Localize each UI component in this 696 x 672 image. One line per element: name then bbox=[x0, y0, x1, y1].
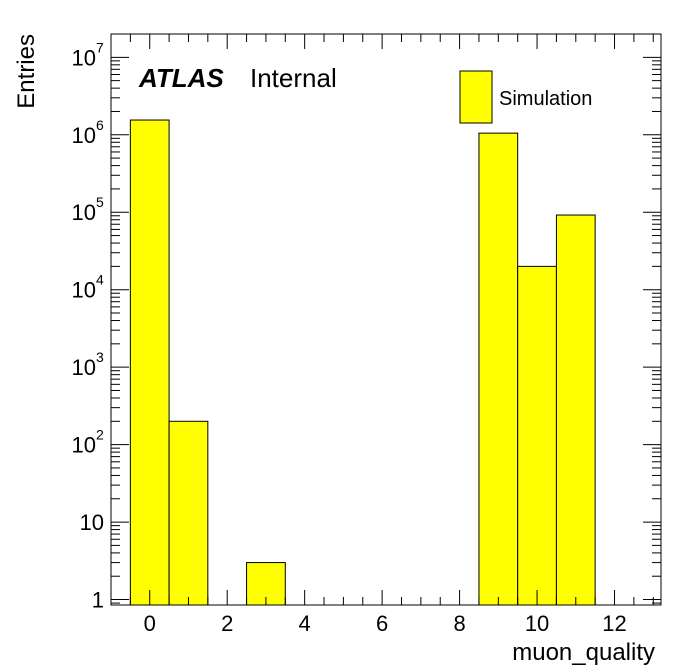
y-axis-title: Entries bbox=[13, 34, 40, 109]
x-tick-label: 0 bbox=[144, 611, 156, 636]
histogram-bar-10 bbox=[517, 265, 557, 606]
x-tick-label: 10 bbox=[525, 611, 549, 636]
y-tick-label: 10 bbox=[72, 433, 96, 458]
histogram-bar-1 bbox=[168, 420, 209, 606]
x-tick-label: 4 bbox=[299, 611, 311, 636]
plot-frame bbox=[110, 33, 662, 606]
histogram-bar-11 bbox=[555, 214, 596, 606]
x-tick-label: 12 bbox=[602, 611, 626, 636]
legend-swatch bbox=[459, 70, 493, 124]
histogram-bar-0 bbox=[129, 119, 170, 606]
y-tick-label-exponent: 6 bbox=[96, 117, 104, 133]
y-tick-label-exponent: 5 bbox=[96, 194, 104, 210]
y-tick-label: 10 bbox=[72, 123, 96, 148]
x-tick-label: 8 bbox=[453, 611, 465, 636]
axis-ticks bbox=[110, 33, 661, 605]
y-tick-label-exponent: 7 bbox=[96, 39, 104, 55]
atlas-label: ATLAS bbox=[138, 63, 224, 93]
y-tick-label: 10 bbox=[72, 355, 96, 380]
x-tick-label: 6 bbox=[376, 611, 388, 636]
y-tick-label: 10 bbox=[72, 200, 96, 225]
x-axis-title: muon_quality bbox=[512, 639, 655, 666]
y-tick-label: 10 bbox=[80, 510, 104, 535]
legend-label: Simulation bbox=[499, 88, 592, 110]
y-tick-label: 1 bbox=[92, 588, 104, 613]
y-tick-label: 10 bbox=[72, 278, 96, 303]
x-tick-labels: 0 2 4 6 8 10 12 bbox=[144, 611, 627, 636]
y-tick-label: 10 bbox=[72, 45, 96, 70]
histogram-bars bbox=[129, 119, 596, 606]
y-tick-label-exponent: 2 bbox=[96, 427, 104, 443]
x-tick-label: 2 bbox=[221, 611, 233, 636]
y-tick-label-exponent: 3 bbox=[96, 349, 104, 365]
y-tick-label-exponent: 4 bbox=[96, 272, 104, 288]
histogram-bar-9 bbox=[478, 132, 519, 606]
atlas-status-label: Internal bbox=[250, 63, 337, 93]
